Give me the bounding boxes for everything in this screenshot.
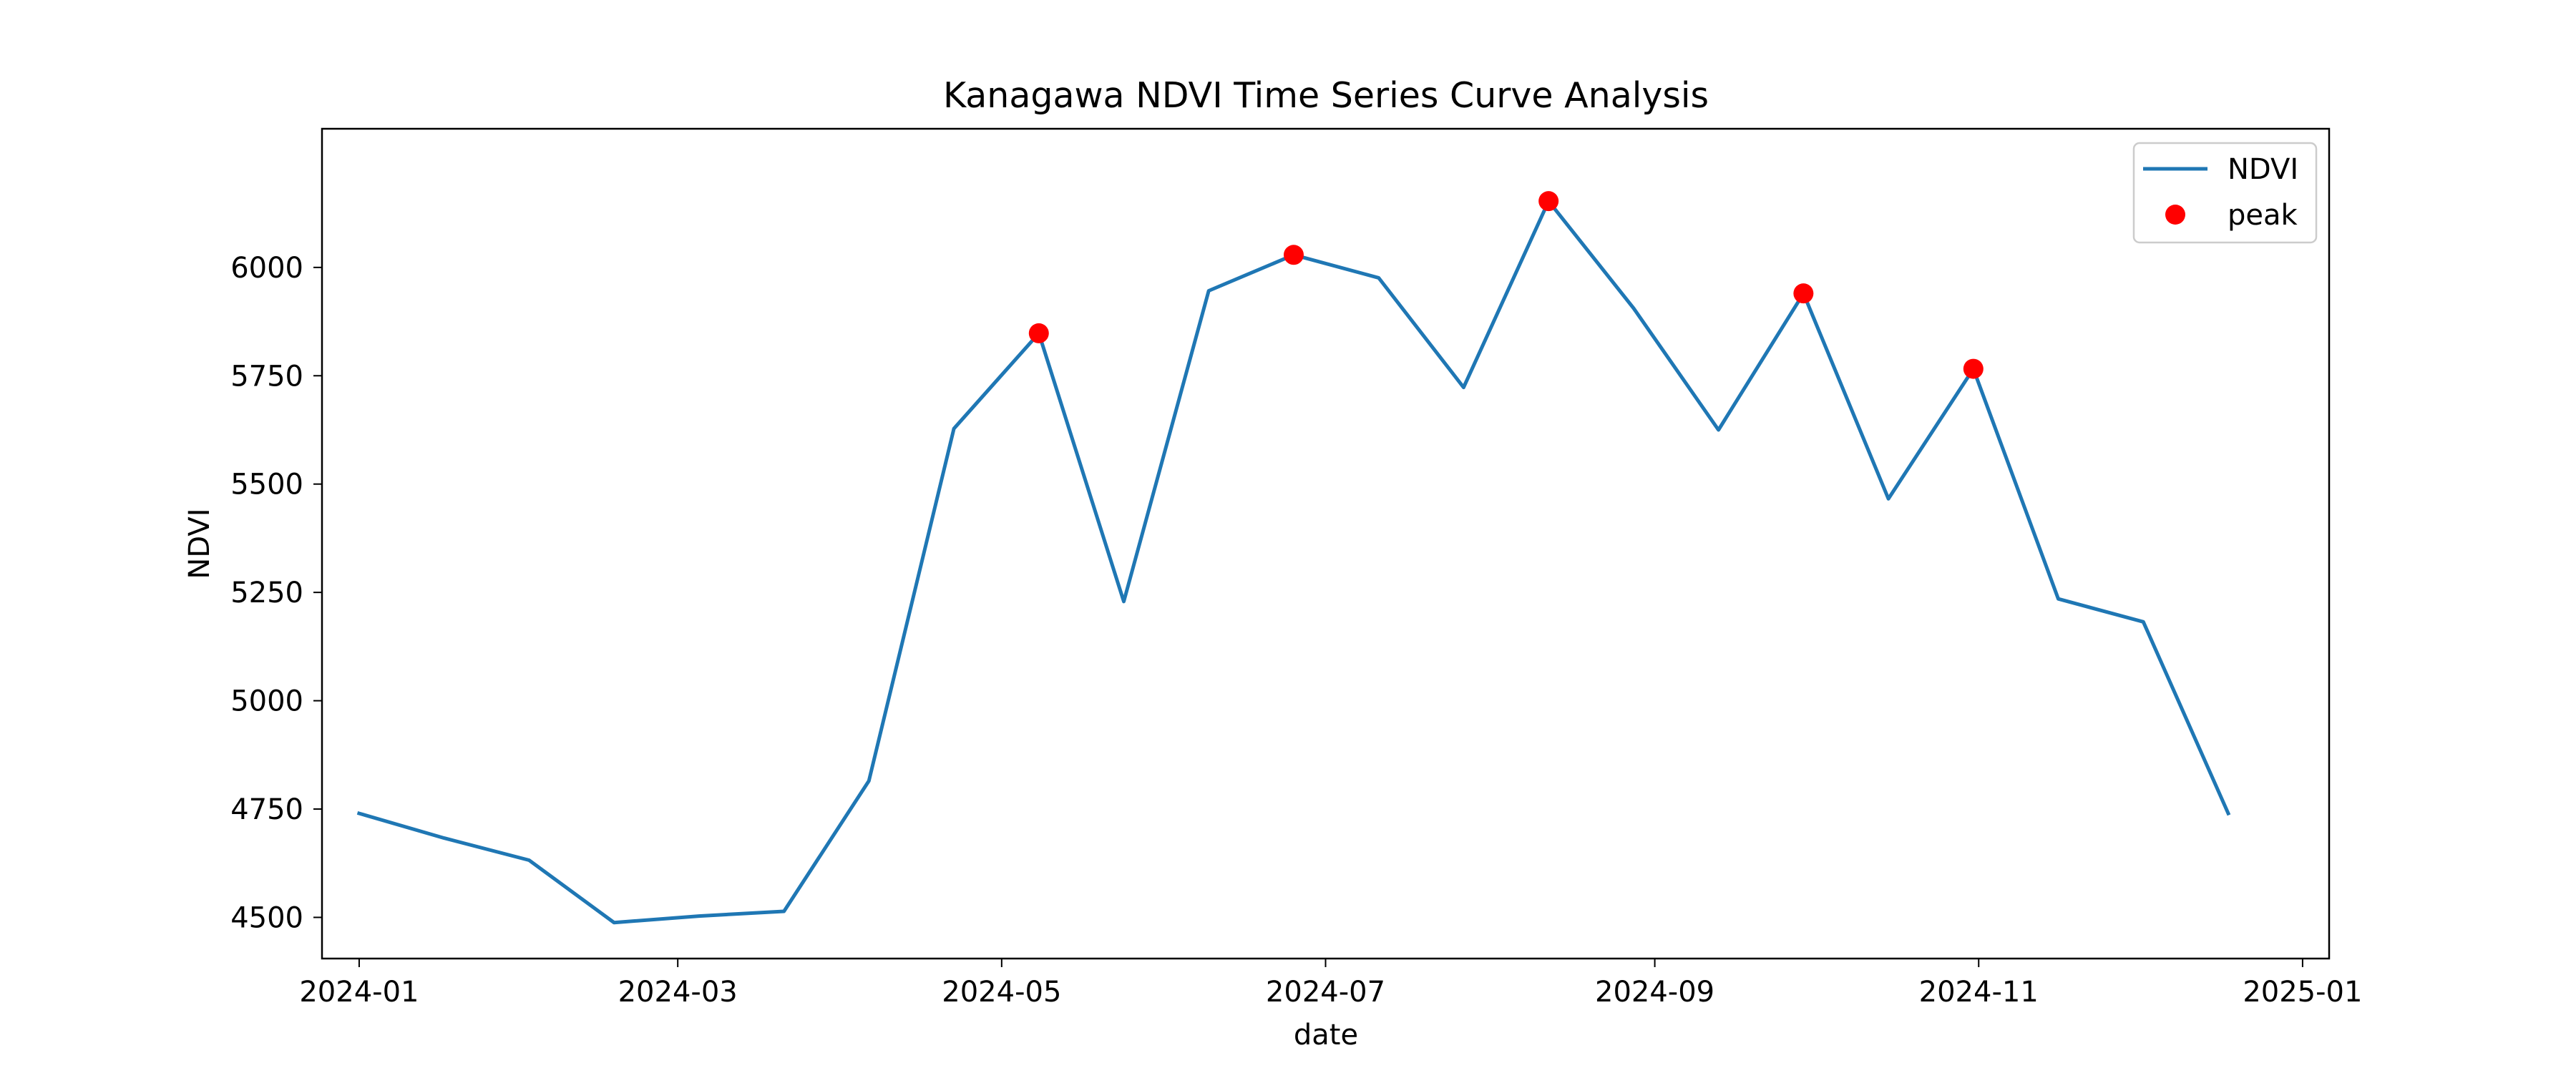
legend-peak-marker-icon [2165, 205, 2185, 225]
x-axis-ticks: 2024-01 2024-03 2024-05 2024-07 2024-09 2024-… [299, 959, 2362, 1009]
y-axis-label: NDVI [183, 508, 216, 579]
peak-point [1793, 283, 1814, 304]
x-tick-label: 2024-07 [1266, 976, 1385, 1009]
x-tick-label: 2024-05 [942, 976, 1061, 1009]
y-tick-label: 5500 [230, 469, 303, 501]
plot-area [322, 129, 2329, 959]
y-tick-label: 4750 [230, 793, 303, 826]
x-axis-label: date [1294, 1019, 1358, 1052]
y-tick-label: 5750 [230, 360, 303, 393]
x-tick-label: 2025-01 [2243, 976, 2362, 1009]
plot-background [322, 129, 2329, 959]
y-tick-label: 4500 [230, 901, 303, 934]
legend: NDVI peak [2132, 142, 2318, 244]
y-axis-ticks: 4500 4750 5000 5250 5500 5750 6000 [230, 252, 322, 934]
peak-point [1538, 191, 1559, 212]
legend-peak-label: peak [2228, 199, 2298, 232]
peak-point [1283, 245, 1304, 265]
x-tick-label: 2024-09 [1595, 976, 1714, 1009]
peak-point [1963, 358, 1984, 379]
series-layer [356, 191, 2231, 925]
y-tick-label: 6000 [230, 252, 303, 285]
y-tick-label: 5250 [230, 577, 303, 609]
plot-frame [321, 127, 2331, 960]
x-tick-label: 2024-11 [1919, 976, 2039, 1009]
x-tick-label: 2024-01 [299, 976, 419, 1009]
chart-title: Kanagawa NDVI Time Series Curve Analysis [943, 75, 1709, 116]
peak-point [1028, 323, 1049, 343]
x-tick-label: 2024-03 [618, 976, 738, 1009]
legend-ndvi-label: NDVI [2228, 153, 2298, 186]
y-tick-label: 5000 [230, 685, 303, 718]
